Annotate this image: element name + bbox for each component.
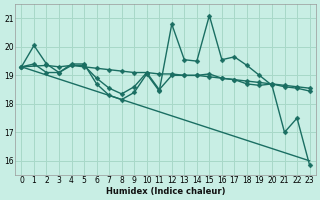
X-axis label: Humidex (Indice chaleur): Humidex (Indice chaleur) (106, 187, 225, 196)
